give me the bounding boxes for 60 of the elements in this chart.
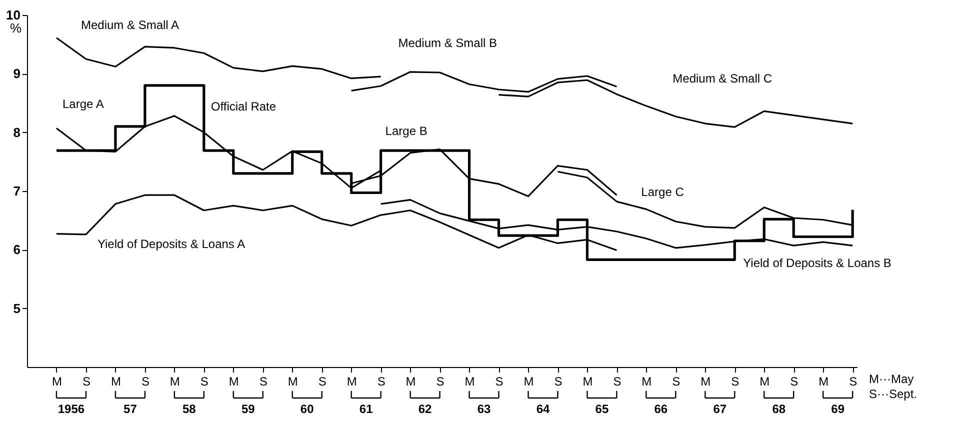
text: 61 xyxy=(359,402,374,416)
series-label: Large C xyxy=(641,185,684,200)
text: 1956 xyxy=(58,402,85,416)
text: 69 xyxy=(831,402,845,416)
y-tick-label: 8 xyxy=(13,124,20,140)
text: Medium & Small B xyxy=(398,36,498,50)
x-tick-label: M xyxy=(346,374,357,388)
text: M···May xyxy=(869,372,914,386)
x-tick-label: S xyxy=(141,374,150,388)
text: 63 xyxy=(477,402,492,416)
x-tick-label: M xyxy=(700,374,711,388)
x-tick-label: M xyxy=(288,374,298,388)
text: Medium & Small C xyxy=(672,71,772,86)
x-tick-label: M xyxy=(524,374,534,388)
x-tick-label: M xyxy=(406,374,416,388)
text: 58 xyxy=(182,402,196,416)
x-tick-label: S xyxy=(672,374,680,388)
y-tick-label: 10 xyxy=(6,8,20,22)
text: S···Sept. xyxy=(869,387,918,401)
x-tick-label: S xyxy=(495,374,504,388)
x-tick-label: M xyxy=(464,374,475,388)
x-tick-label: S xyxy=(790,374,798,388)
x-tick-label: M xyxy=(110,374,121,388)
series-label: Yield of Deposits & Loans A xyxy=(97,236,246,251)
series-label: Yield of Deposits & Loans B xyxy=(743,256,892,270)
x-tick-label: S xyxy=(318,374,326,388)
x-tick-label: S xyxy=(849,374,858,388)
text: 66 xyxy=(654,402,668,416)
x-tick-label: S xyxy=(377,374,386,388)
x-tick-label: S xyxy=(259,374,268,388)
x-tick-label: M xyxy=(818,374,829,388)
y-tick-label: 6 xyxy=(13,242,20,258)
x-tick-label: M xyxy=(52,374,62,388)
text: 57 xyxy=(124,402,138,416)
x-tick-label: S xyxy=(731,374,740,388)
y-tick-label: 9 xyxy=(13,66,20,82)
x-tick-label: S xyxy=(436,374,444,388)
x-tick-label: S xyxy=(200,374,208,388)
x-tick-label: M xyxy=(760,374,770,388)
y-axis-title: % xyxy=(10,20,22,36)
x-tick-label: M xyxy=(582,374,593,388)
series-label: Official Rate xyxy=(210,100,276,114)
y-tick-label: 7 xyxy=(13,184,20,198)
series-label: Large B xyxy=(385,124,428,138)
text: 68 xyxy=(772,402,786,416)
text: 62 xyxy=(418,402,432,416)
x-tick-label: M xyxy=(170,374,180,388)
x-tick-label: M xyxy=(228,374,239,388)
series-label: Medium & Small A xyxy=(80,18,180,32)
x-tick-label: S xyxy=(554,374,562,388)
text: 59 xyxy=(241,402,256,416)
y-tick-label: 5 xyxy=(13,300,20,316)
x-tick-label: M xyxy=(642,374,652,388)
text: 65 xyxy=(595,402,609,416)
text: 60 xyxy=(300,402,314,416)
text: 64 xyxy=(536,402,550,416)
x-tick-label: S xyxy=(82,374,90,388)
x-tick-label: S xyxy=(613,374,622,388)
series-label: Large A xyxy=(62,97,104,112)
text: 67 xyxy=(713,402,727,416)
